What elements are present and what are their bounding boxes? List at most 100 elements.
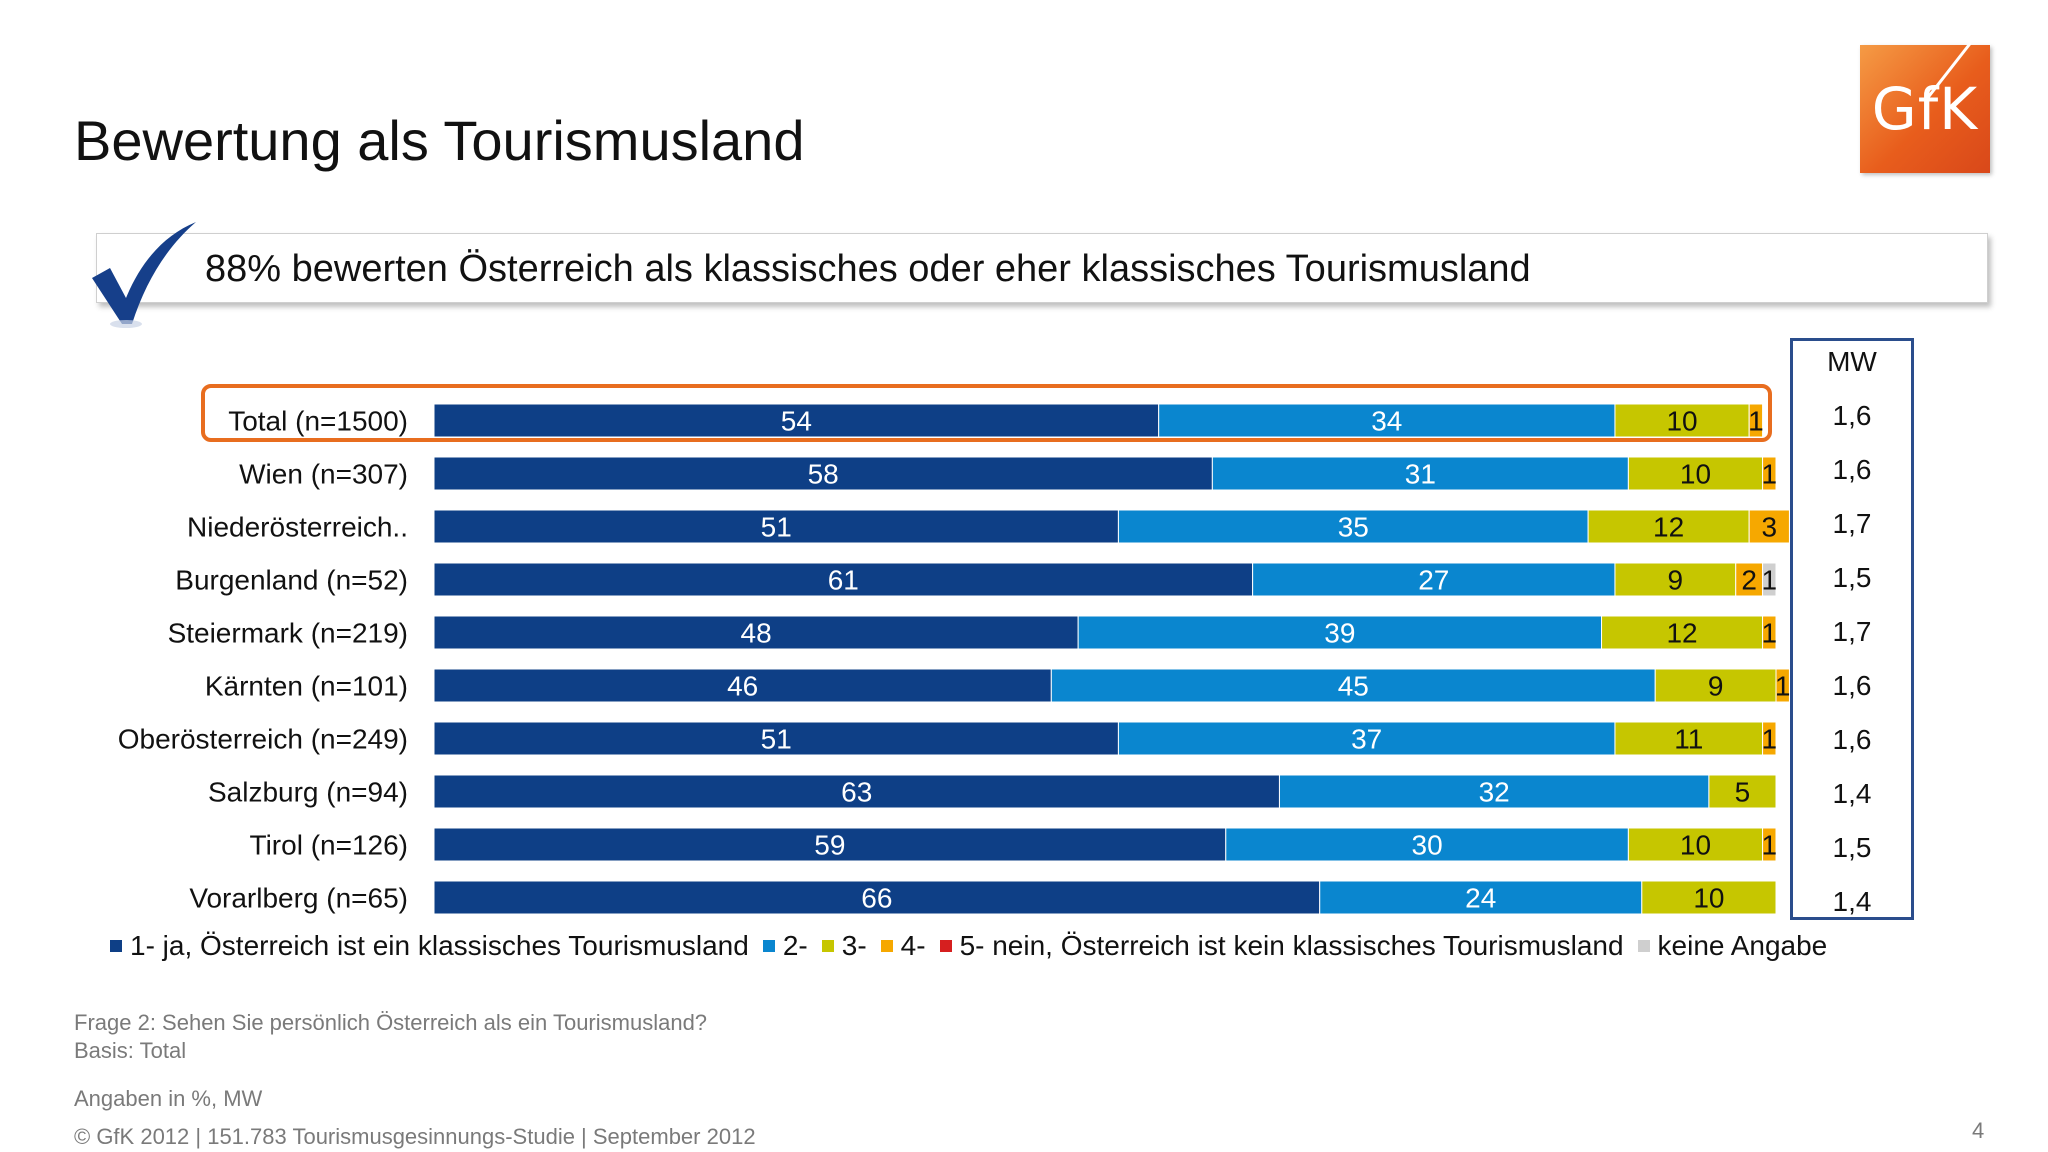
category-label: Burgenland (n=52) [175, 565, 408, 596]
bar-segment [1627, 456, 1764, 491]
bar-segment [1762, 456, 1777, 491]
data-label: 63 [841, 777, 872, 808]
data-label: 59 [814, 830, 845, 861]
bar-segment [1762, 721, 1777, 756]
checkmark-icon [92, 222, 196, 328]
bar-segment [1775, 668, 1790, 703]
legend-label: 2- [782, 930, 808, 961]
category-label: Kärnten (n=101) [205, 671, 408, 702]
bar-segment [1319, 880, 1643, 915]
legend-swatch [880, 940, 893, 952]
logo-text: GfK [1871, 75, 1979, 143]
mw-value: 1,6 [1832, 400, 1872, 431]
legend-swatch [1637, 940, 1650, 952]
data-label: 9 [1708, 671, 1724, 702]
data-label: 58 [808, 459, 839, 490]
mw-value: 1,5 [1832, 562, 1872, 593]
data-label: 1 [1762, 459, 1778, 490]
bar-segment [1158, 403, 1616, 438]
data-label: 3 [1762, 512, 1778, 543]
bar-segment [1748, 403, 1764, 438]
mw-value: 1,7 [1832, 616, 1872, 647]
gfk-logo: GfK [1860, 42, 1990, 173]
data-label: 61 [828, 565, 859, 596]
bar-segment [433, 880, 1321, 915]
data-label: 2 [1741, 565, 1757, 596]
category-label: Niederösterreich.. [187, 512, 408, 543]
legend-swatch [821, 940, 834, 952]
bar-segment [1211, 456, 1629, 491]
bar-segment [1762, 615, 1777, 650]
data-label: 1 [1762, 724, 1778, 755]
data-label: 39 [1324, 618, 1355, 649]
bar-segment [1252, 562, 1616, 597]
mw-column-box [1790, 338, 1914, 920]
data-label: 10 [1680, 830, 1711, 861]
data-label: 12 [1666, 618, 1697, 649]
callout-box: 88% bewerten Österreich als klassisches … [96, 233, 1988, 303]
data-label: 10 [1693, 883, 1724, 914]
data-label: 27 [1418, 565, 1449, 596]
data-label: 35 [1338, 512, 1369, 543]
mw-value: 1,7 [1832, 508, 1872, 539]
data-label: 37 [1351, 724, 1382, 755]
legend-label: 3- [841, 930, 867, 961]
bar-segment [1614, 403, 1750, 438]
data-label: 1 [1762, 830, 1778, 861]
legend-label: 5- nein, Österreich ist kein klassisches… [959, 930, 1624, 961]
bar-segment [1050, 668, 1656, 703]
footnote-units: Angaben in %, MW [74, 1086, 263, 1111]
bar-segment [1654, 668, 1777, 703]
legend-item-3: 3- [821, 930, 867, 962]
legend-label: keine Angabe [1657, 930, 1828, 961]
mw-value: 1,6 [1832, 724, 1872, 755]
callout-text: 88% bewerten Österreich als klassisches … [205, 248, 1531, 290]
bar-segment [433, 615, 1079, 650]
data-label: 51 [761, 724, 792, 755]
data-label: 34 [1371, 406, 1402, 437]
bar-segment [1641, 880, 1777, 915]
footnote-question: Frage 2: Sehen Sie persönlich Österreich… [74, 1010, 708, 1035]
legend-item-2: 2- [762, 930, 808, 962]
bar-segment [433, 562, 1254, 597]
legend-item-6: keine Angabe [1637, 930, 1828, 962]
category-label: Total (n=1500) [228, 406, 408, 437]
bar-segment [433, 403, 1160, 438]
bar-segment [1077, 615, 1603, 650]
data-label: 45 [1338, 671, 1369, 702]
data-label: 54 [781, 406, 812, 437]
legend-swatch [762, 940, 775, 952]
data-label: 10 [1666, 406, 1697, 437]
category-label: Tirol (n=126) [250, 830, 408, 861]
page-number: 4 [1972, 1118, 1985, 1143]
bar-segment [433, 827, 1227, 862]
data-label: 1 [1775, 671, 1791, 702]
data-label: 9 [1668, 565, 1684, 596]
bar-segment [1614, 721, 1764, 756]
mw-value: 1,5 [1832, 832, 1872, 863]
category-label: Vorarlberg (n=65) [189, 883, 408, 914]
mw-value: 1,6 [1832, 454, 1872, 485]
footer-copyright: © GfK 2012 | 151.783 Tourismusgesinnungs… [74, 1124, 756, 1149]
data-label: 31 [1405, 459, 1436, 490]
data-label: 32 [1479, 777, 1510, 808]
bar-segment [1735, 562, 1764, 597]
legend-item-4: 4- [880, 930, 926, 962]
bar-segment [433, 774, 1280, 809]
data-label: 46 [727, 671, 758, 702]
bar-segment [1762, 562, 1777, 597]
page-title: Bewertung als Tourismusland [74, 109, 805, 172]
data-label: 24 [1465, 883, 1496, 914]
bar-segment [1225, 827, 1629, 862]
legend-label: 1- ja, Österreich ist ein klassisches To… [130, 930, 749, 961]
data-label: 48 [741, 618, 772, 649]
data-label: 12 [1653, 512, 1684, 543]
bar-segment [1601, 615, 1764, 650]
total-row-highlight [201, 384, 1772, 442]
bar-segment [1614, 562, 1737, 597]
legend-item-1: 1- ja, Österreich ist ein klassisches To… [110, 930, 749, 962]
bar-segment [433, 668, 1052, 703]
bar-segment [1762, 827, 1777, 862]
footnote-basis: Basis: Total [74, 1038, 187, 1063]
data-label: 5 [1735, 777, 1751, 808]
